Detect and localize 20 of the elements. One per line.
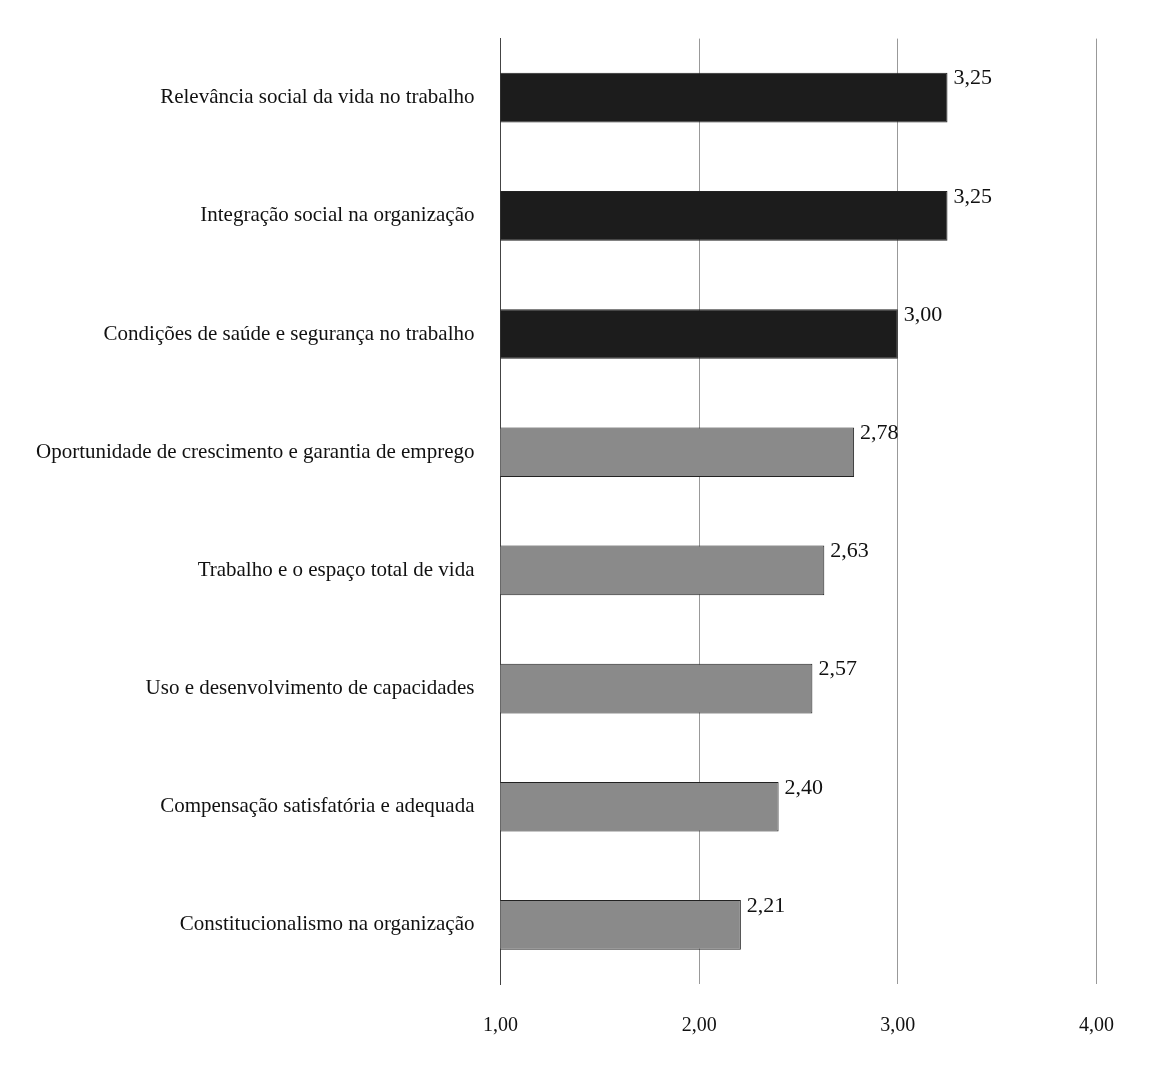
y-tick-label: Compensação satisfatória e adequada	[160, 793, 476, 818]
y-tick-label: Uso e desenvolvimento de capacidades	[145, 675, 475, 700]
y-tick-label: Relevância social da vida no trabalho	[160, 84, 475, 109]
data-label: 3,25	[953, 64, 992, 90]
data-label: 3,00	[903, 300, 943, 326]
x-tick-label: 4,00	[1079, 1013, 1114, 1036]
data-label: 2,21	[746, 891, 786, 917]
data-label: 3,25	[953, 182, 992, 208]
x-tick-label: 2,00	[681, 1013, 717, 1036]
x-tick-label: 1,00	[482, 1013, 518, 1036]
y-tick-label: Integração social na organização	[200, 202, 475, 227]
data-label: 2,78	[860, 418, 899, 444]
x-tick-label: 3,00	[880, 1013, 916, 1036]
y-tick-label: Constitucionalismo na organização	[179, 911, 475, 936]
data-label: 2,57	[818, 655, 857, 681]
y-tick-label: Oportunidade de crescimento e garantia de emprego	[35, 438, 475, 463]
data-label: 2,40	[784, 773, 824, 799]
y-tick-label: Condições de saúde e segurança no trabalho	[103, 320, 475, 345]
data-label: 2,63	[830, 537, 869, 563]
y-tick-label: Trabalho e o espaço total de vida	[197, 556, 476, 581]
